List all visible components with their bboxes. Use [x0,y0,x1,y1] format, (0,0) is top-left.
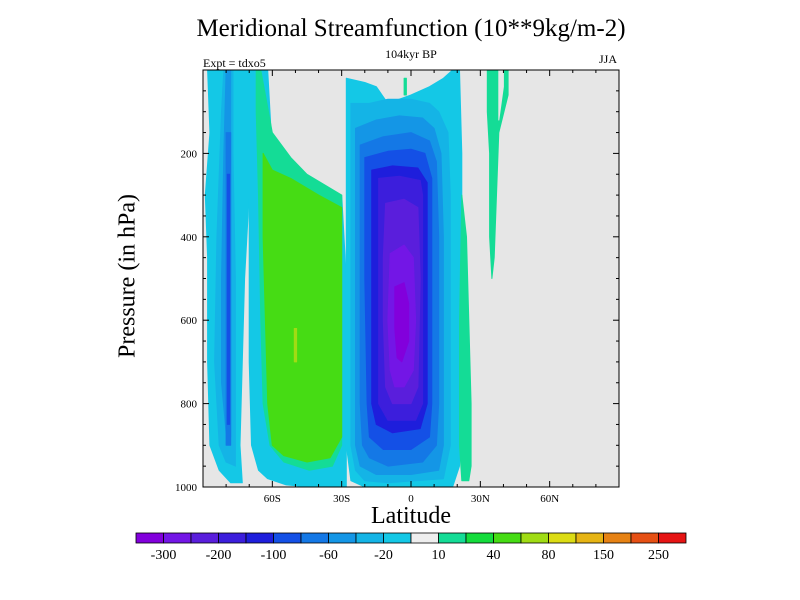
x-tick-label: 30N [471,493,490,505]
colorbar-swatch [300,532,329,544]
colorbar-swatch [163,532,192,544]
colorbar-swatch [465,532,494,544]
colorbar-label: -60 [319,548,338,563]
contour-region-ferrel-20 [262,152,343,463]
y-tick-label: 1000 [175,482,198,494]
colorbar-swatch [328,532,357,544]
colorbar-label: -200 [206,548,232,563]
colorbar-swatch [548,532,577,544]
colorbar-label: 150 [593,548,614,563]
season-label: JJA [598,52,617,66]
colorbar-label: 80 [542,548,556,563]
contour-region-nh-cell-10 [459,194,472,482]
colorbar-swatch [218,532,247,544]
colorbar-label: -100 [261,548,287,563]
y-tick-label: 800 [181,399,198,411]
y-tick-label: 200 [181,148,198,160]
colorbar-label: 40 [487,548,501,563]
chart-subtitle: 104kyr BP [385,47,437,61]
x-tick-label: 0 [408,493,414,505]
colorbar-swatch [273,532,302,544]
contour-region-nh-upper-20 [498,70,504,121]
colorbar-swatch [630,532,659,544]
colorbar-label: 250 [648,548,669,563]
experiment-label: Expt = tdxo5 [203,56,266,70]
colorbar-swatch [410,532,439,544]
colorbar-swatch [493,532,522,544]
colorbar-swatch [355,532,384,544]
colorbar-swatch [135,532,164,544]
chart-title: Meridional Streamfunction (10**9kg/m-2) [196,15,626,42]
contour-region-ferrel-core [293,328,298,363]
colorbar-swatch [190,532,219,544]
y-tick-label: 400 [181,232,198,244]
x-tick-label: 60S [264,493,281,505]
colorbar-swatch [603,532,632,544]
colorbar-swatch [658,532,687,544]
x-tick-label: 30S [333,493,350,505]
colorbar-label: -300 [151,548,177,563]
x-tick-label: 60N [540,493,559,505]
contour-region-nh-upper-10 [486,70,509,279]
colorbar-swatch [520,532,549,544]
x-axis-label: Latitude [371,503,451,529]
contour-region-hadley-core [394,282,410,363]
colorbar-swatch [438,532,467,544]
contour-region-sh-polar-cell-inner [226,173,231,425]
contour-region-eq-shallow-10 [403,77,407,96]
y-tick-label: 600 [181,315,198,327]
colorbar-swatch [245,532,274,544]
colorbar-swatch [383,532,412,544]
colorbar-label: -20 [374,548,393,563]
colorbar-swatch [575,532,604,544]
contour-fills [204,70,509,487]
colorbar-label: 10 [432,548,446,563]
